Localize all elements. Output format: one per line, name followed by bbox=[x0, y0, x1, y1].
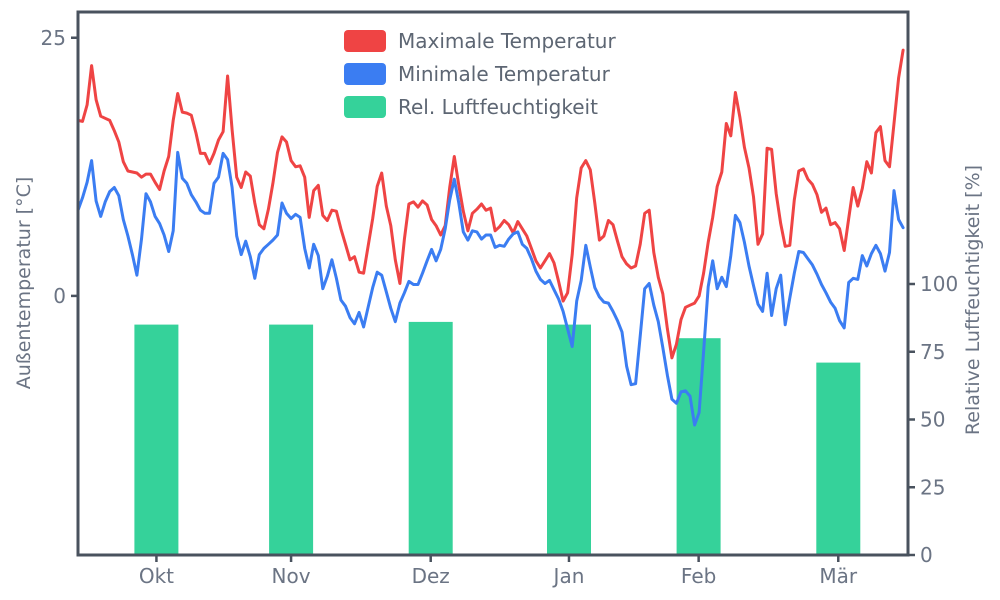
legend: Maximale Temperatur Minimale Temperatur … bbox=[344, 29, 616, 119]
x-tick-label-nov: Nov bbox=[272, 564, 311, 588]
y-left-tick-label: 25 bbox=[41, 26, 66, 50]
max-temp-line bbox=[76, 48, 905, 360]
plot-frame bbox=[76, 10, 910, 557]
humidity-legend-swatch bbox=[344, 96, 386, 118]
x-tick-label-mär: Mär bbox=[819, 564, 858, 588]
y-right-tick-label: 25 bbox=[920, 475, 945, 499]
x-tick-label-dez: Dez bbox=[412, 564, 450, 588]
max-temp-legend-swatch bbox=[344, 30, 386, 52]
humidity-bars bbox=[134, 321, 861, 555]
y-right-axis-title: Relative Luftfeuchtigkeit [%] bbox=[962, 165, 984, 435]
min-temp-legend-swatch bbox=[344, 63, 386, 85]
x-tick-label-jan: Jan bbox=[552, 564, 585, 588]
y-left-tick-label: 0 bbox=[53, 284, 66, 308]
humidity-bar-mär bbox=[816, 362, 861, 555]
min-temp-line bbox=[76, 150, 905, 427]
min-temp-legend-label: Minimale Temperatur bbox=[398, 62, 611, 86]
y-right-tick-label: 50 bbox=[920, 408, 945, 432]
humidity-bar-nov bbox=[269, 324, 314, 555]
humidity-bar-okt bbox=[134, 324, 179, 555]
max-temp-legend-label: Maximale Temperatur bbox=[398, 29, 616, 53]
humidity-legend-label: Rel. Luftfeuchtigkeit bbox=[398, 95, 598, 119]
humidity-bar-dez bbox=[408, 321, 453, 555]
x-tick-label-okt: Okt bbox=[139, 564, 174, 588]
y-right-tick-label: 100 bbox=[920, 272, 958, 296]
x-tick-label-feb: Feb bbox=[681, 564, 716, 588]
plot-border bbox=[76, 10, 910, 557]
temperature-lines bbox=[76, 48, 905, 427]
y-right-tick-label: 75 bbox=[920, 340, 945, 364]
axis-ticks-and-labels: 0 25 0 25 50 75 100 Okt Nov Dez Jan Feb Mär bbox=[41, 26, 959, 588]
y-right-tick-label: 0 bbox=[920, 543, 933, 567]
humidity-bar-jan bbox=[547, 324, 591, 555]
humidity-bar-feb bbox=[676, 338, 721, 555]
y-left-axis-title: Außentemperatur [°C] bbox=[13, 177, 35, 390]
